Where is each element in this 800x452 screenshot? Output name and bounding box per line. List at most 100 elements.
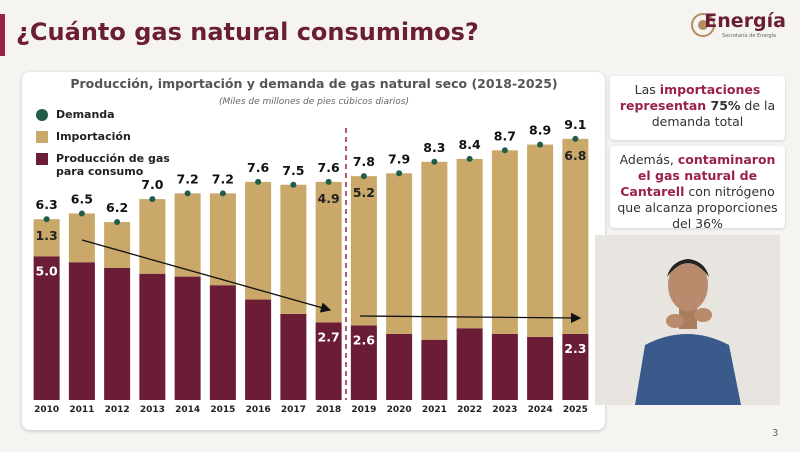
demand-label: 8.4 (459, 137, 481, 152)
slide-title: ¿Cuánto gas natural consumimos? (16, 18, 479, 46)
demand-dot (572, 135, 579, 142)
demand-dot (431, 158, 438, 165)
segment-label: 2.7 (318, 330, 340, 345)
note-highlight: 75% (710, 98, 741, 113)
bar-segment (245, 181, 272, 300)
x-tick-label: 2025 (563, 405, 588, 415)
bar-segment (139, 199, 166, 274)
note-box: Además, contaminaron el gas natural de C… (610, 146, 785, 231)
note-text: con nitrógeno que alcanza proporciones d… (617, 184, 778, 231)
legend-swatch (36, 131, 48, 143)
chart-title: Producción, importación y demanda de gas… (70, 76, 557, 91)
demand-dot (78, 210, 85, 217)
bar-segment (456, 158, 483, 329)
x-tick-label: 2010 (34, 405, 59, 415)
x-tick-label: 2018 (316, 405, 341, 415)
x-tick-label: 2017 (281, 405, 306, 415)
bar-segment (139, 273, 166, 400)
logo-subtext: Secretaría de Energía (722, 33, 776, 39)
demand-dot (501, 147, 508, 154)
demand-label: 6.3 (36, 197, 58, 212)
page-number: 3 (772, 428, 779, 439)
demand-label: 7.0 (141, 177, 163, 192)
bar-segment (245, 299, 272, 400)
bar-segment (562, 333, 589, 400)
x-tick-label: 2021 (422, 405, 447, 415)
demand-label: 8.3 (423, 140, 445, 155)
bar-segment (174, 193, 201, 277)
bar-segment (174, 276, 201, 400)
note-box: Las importaciones representan 75% de la … (610, 76, 785, 140)
bar-segment (209, 285, 236, 400)
demand-label: 9.1 (564, 117, 586, 132)
demand-dot (114, 219, 121, 226)
demand-label: 6.5 (71, 191, 93, 206)
bar-segment (280, 184, 307, 314)
bar-segment (68, 262, 95, 400)
legend-item: Demanda (36, 108, 115, 121)
segment-label: 5.2 (353, 185, 375, 200)
demand-dot (396, 170, 403, 177)
x-tick-label: 2020 (387, 405, 412, 415)
bar-segment (350, 325, 377, 400)
trend-arrow (359, 312, 582, 324)
x-tick-label: 2014 (175, 405, 200, 415)
segment-label: 2.6 (353, 332, 375, 347)
demand-label: 6.2 (106, 200, 128, 215)
x-tick-label: 2023 (492, 405, 517, 415)
bar-segment (386, 173, 413, 334)
interpreter-video (595, 235, 780, 405)
x-tick-label: 2012 (105, 405, 130, 415)
legend-swatch (36, 109, 48, 121)
x-tick-label: 2011 (69, 405, 94, 415)
bar-segment (562, 138, 589, 334)
demand-dot (537, 141, 544, 148)
logo-text: Energía (704, 10, 786, 32)
bar-segment (33, 219, 60, 257)
bar-segment (33, 256, 60, 400)
segment-label: 1.3 (36, 228, 58, 243)
demand-dot (219, 190, 226, 197)
bar-segment (315, 322, 342, 400)
bar-segment (421, 161, 448, 340)
legend-swatch (36, 153, 48, 165)
note-highlight: importaciones representan (619, 82, 761, 113)
demand-dot (149, 196, 156, 203)
demand-label: 7.6 (318, 160, 340, 175)
demand-label: 7.8 (353, 154, 375, 169)
legend-item: Importación (36, 130, 131, 143)
demand-label: 7.9 (388, 151, 410, 166)
bar-segment (350, 176, 377, 326)
demand-label: 7.6 (247, 160, 269, 175)
segment-label: 4.9 (318, 191, 340, 206)
demand-label: 7.2 (212, 171, 234, 186)
demand-dot (360, 173, 367, 180)
bar-segment (421, 339, 448, 400)
bar-segment (280, 313, 307, 400)
note-text: Además, (619, 152, 678, 167)
demand-label: 7.5 (282, 163, 304, 178)
trend-arrow (81, 239, 332, 313)
chart-subtitle: (Miles de millones de pies cúbicos diari… (219, 97, 409, 107)
legend-label: Demanda (56, 108, 115, 121)
segment-label: 6.8 (564, 148, 586, 163)
x-tick-label: 2013 (140, 405, 165, 415)
demand-dot (184, 190, 191, 197)
bar-segment (68, 213, 95, 263)
demand-label: 7.2 (177, 171, 199, 186)
demand-label: 8.9 (529, 123, 551, 138)
demand-dot (325, 178, 332, 185)
legend-item: Producción de gas para consumo (36, 152, 171, 178)
demand-dot (466, 155, 473, 162)
demand-dot (255, 178, 262, 185)
segment-label: 2.3 (564, 341, 586, 356)
bar-segment (315, 181, 342, 323)
legend-label: Importación (56, 130, 131, 143)
note-highlight: contaminaron el gas natural de Cantarell (620, 152, 776, 199)
x-tick-label: 2016 (246, 405, 271, 415)
bar-segment (456, 328, 483, 400)
logo-emblem (691, 13, 715, 37)
demand-dot (290, 181, 297, 188)
